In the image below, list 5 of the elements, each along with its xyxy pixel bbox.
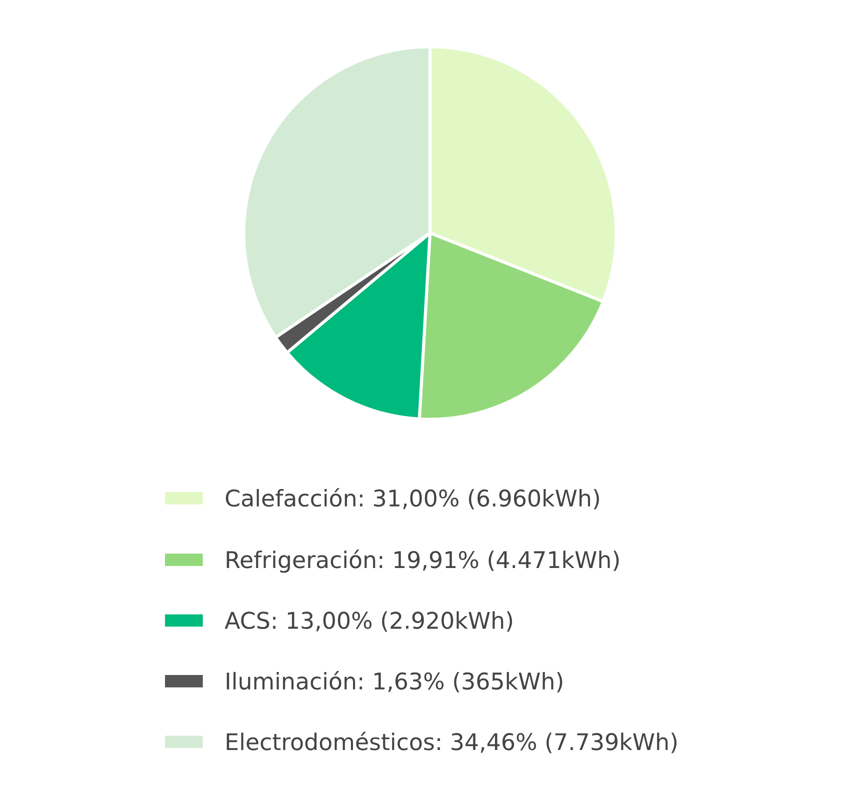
legend-label: ACS: 13,00% (2.920kWh) — [224, 611, 512, 632]
legend-label: Electrodomésticos: 34,46% (7.739kWh) — [226, 732, 677, 754]
legend-label: Calefacción: 31,00% (6.960kWh) — [226, 488, 599, 510]
legend-label: Iluminación: 1,63% (365kWh) — [226, 671, 562, 692]
legend-label: Refrigeración: 19,91% (4.471kWh) — [226, 550, 619, 573]
